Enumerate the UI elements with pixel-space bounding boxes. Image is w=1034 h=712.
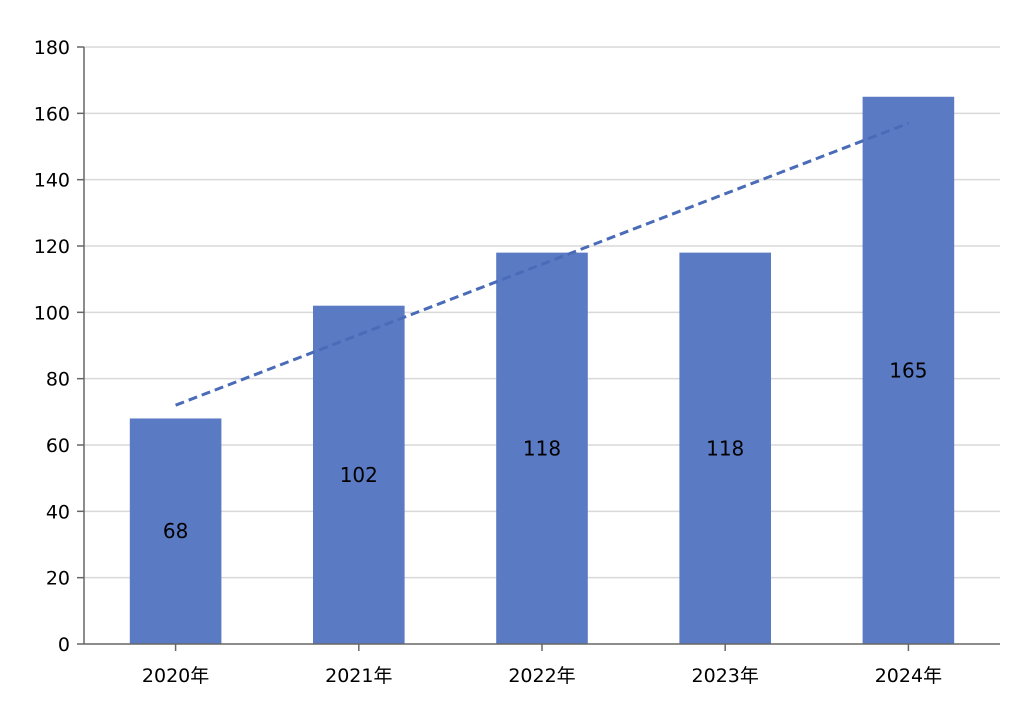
bar-2024年 [862, 96, 955, 644]
x-tick-label: 2023年 [692, 665, 759, 687]
axes [77, 46, 1000, 651]
y-tick-label: 0 [58, 634, 70, 656]
bar-value-label: 118 [706, 436, 744, 460]
x-tick-label: 2024年 [875, 665, 942, 687]
y-tick-label: 20 [46, 568, 70, 590]
trendline-layer [175, 121, 909, 407]
trendline [175, 121, 909, 407]
y-tick-label: 160 [34, 103, 70, 125]
bar-2020年 [129, 418, 222, 644]
y-tick-label: 100 [34, 302, 70, 324]
bar-value-label: 102 [340, 463, 378, 487]
y-tick-label: 120 [34, 236, 70, 258]
y-tick-label: 140 [34, 170, 70, 192]
bar-value-label: 68 [163, 519, 188, 543]
x-tick-label: 2022年 [508, 665, 575, 687]
y-tick-label: 60 [46, 435, 70, 457]
bars [129, 96, 955, 644]
y-tick-label: 80 [46, 369, 70, 391]
x-tick-label: 2020年 [142, 665, 209, 687]
bar-2021年 [313, 305, 405, 644]
y-tick-label: 40 [46, 501, 70, 523]
bar-2023年 [679, 252, 771, 644]
y-tick-label: 180 [34, 37, 70, 59]
x-tick-label: 2021年 [325, 665, 392, 687]
bar-value-label: 165 [889, 358, 927, 382]
bar-value-label: 118 [523, 436, 561, 460]
bar-2022年 [496, 252, 588, 644]
labels: 0 20 40 60 80 100 120 140 160 180 68 102 118 118 165 20… [34, 37, 942, 687]
